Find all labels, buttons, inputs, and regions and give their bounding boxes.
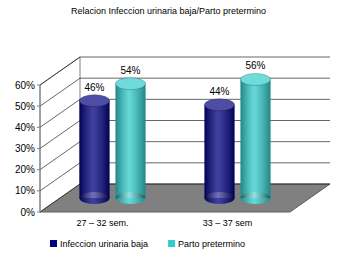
legend-swatch <box>50 240 57 247</box>
tick-label: 60% <box>15 80 35 91</box>
cylinder-shade <box>241 79 271 198</box>
legend-label: Parto pretermino <box>178 239 245 249</box>
data-label: 44% <box>209 86 229 97</box>
cylinder-top <box>80 95 110 107</box>
tick-mark <box>37 106 40 107</box>
tick-mark <box>37 85 40 86</box>
cylinder-shade <box>205 105 235 198</box>
tick-label: 30% <box>15 143 35 154</box>
bar <box>241 73 271 204</box>
cylinder-top <box>205 99 235 111</box>
bar <box>205 99 235 204</box>
cylinder-top-highlight <box>116 78 146 90</box>
category-label: 33 – 37 sem <box>203 218 253 228</box>
category-label: 27 – 32 sem. <box>76 218 128 228</box>
chart-container: Relacion Infeccion urinaria baja/Parto p… <box>0 0 337 262</box>
cylinder-top <box>241 73 271 85</box>
grid-line <box>40 78 330 106</box>
cylinder-top <box>116 78 146 90</box>
tick-mark <box>37 148 40 149</box>
tick-mark <box>37 212 40 213</box>
data-label: 54% <box>120 65 140 76</box>
data-label: 56% <box>245 60 265 71</box>
legend-swatch <box>168 240 175 247</box>
tick-label: 40% <box>15 122 35 133</box>
bar <box>80 95 110 204</box>
data-label: 46% <box>84 82 104 93</box>
bar <box>116 78 146 204</box>
bars <box>80 73 271 204</box>
chart-svg: Relacion Infeccion urinaria baja/Parto p… <box>0 0 337 262</box>
tick-label: 0% <box>21 207 36 218</box>
cylinder-top-highlight <box>80 95 110 107</box>
tick-mark <box>37 169 40 170</box>
cylinder-top-highlight <box>205 99 235 111</box>
tick-label: 20% <box>15 164 35 175</box>
title: Relacion Infeccion urinaria baja/Parto p… <box>71 6 266 16</box>
legend-label: Infeccion urinaria baja <box>60 239 148 249</box>
cylinder-shade <box>116 84 146 198</box>
cylinder-body <box>80 101 110 198</box>
cylinder-body <box>116 84 146 198</box>
tick-label: 10% <box>15 185 35 196</box>
tick-mark <box>37 190 40 191</box>
cylinder-shade <box>80 101 110 198</box>
cylinder-body <box>241 79 271 198</box>
cylinder-top-highlight <box>241 73 271 85</box>
cylinder-body <box>205 105 235 198</box>
legend: Infeccion urinaria baja Parto pretermino <box>50 239 245 249</box>
tick-mark <box>37 127 40 128</box>
tick-label: 50% <box>15 101 35 112</box>
